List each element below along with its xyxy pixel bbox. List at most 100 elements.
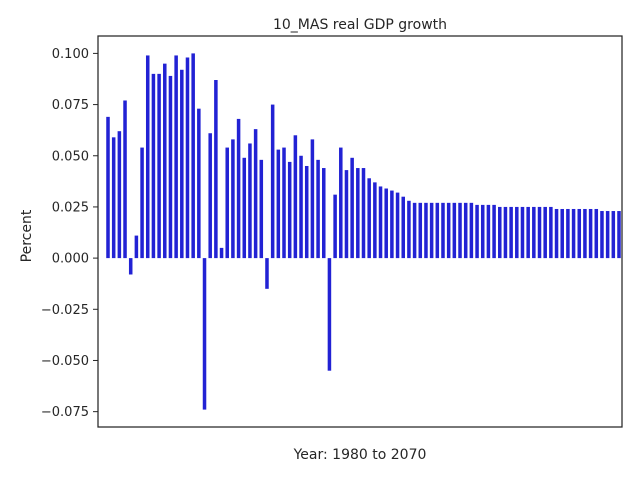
bar — [543, 206, 547, 259]
bar — [327, 258, 332, 371]
y-tick-label: 0.000 — [52, 252, 89, 267]
bar — [140, 147, 144, 259]
y-tick-label: −0.025 — [41, 303, 89, 318]
bar — [566, 208, 570, 259]
bar — [293, 135, 298, 259]
bar — [219, 247, 224, 259]
y-tick-label: 0.050 — [52, 149, 89, 164]
y-tick-label: −0.050 — [41, 354, 89, 369]
bar — [498, 206, 502, 259]
bar — [253, 129, 258, 259]
bar — [163, 63, 167, 259]
x-axis-label: Year: 1980 to 2070 — [293, 447, 427, 463]
bar — [475, 204, 479, 259]
bar — [554, 208, 559, 259]
y-axis-label: Percent — [19, 209, 35, 262]
bar — [174, 55, 178, 259]
bar — [276, 149, 281, 259]
bar — [469, 202, 474, 259]
bar — [429, 202, 434, 259]
y-axis-ticks: 0.100 0.075 0.050 0.025 0.000 −0.025 −0.050 −0.… — [41, 47, 98, 420]
bar — [350, 157, 354, 259]
bar — [304, 165, 309, 259]
bar — [151, 73, 156, 259]
bar — [134, 235, 139, 259]
bar — [197, 108, 201, 259]
bar — [214, 80, 218, 259]
bar — [588, 208, 593, 259]
bar — [106, 116, 110, 259]
bar — [157, 73, 161, 259]
bar — [401, 196, 405, 259]
bar — [435, 202, 440, 259]
bar — [344, 170, 349, 259]
bar — [458, 202, 462, 259]
bar — [384, 188, 388, 259]
bar — [123, 100, 127, 259]
bar — [202, 258, 207, 410]
bar — [407, 200, 411, 259]
bar — [310, 139, 315, 259]
bars-group — [106, 53, 621, 410]
bar — [509, 206, 513, 259]
bar — [333, 194, 337, 259]
bar — [225, 147, 229, 259]
bar — [446, 202, 451, 259]
bar — [259, 159, 264, 259]
bar — [594, 208, 599, 259]
bar — [339, 147, 343, 259]
bar — [378, 186, 383, 259]
plot-frame — [97, 35, 623, 428]
bar — [577, 208, 582, 259]
chart-title: 10_MAS real GDP growth — [273, 17, 447, 33]
bar — [236, 118, 241, 259]
bar — [492, 204, 496, 259]
bar — [316, 159, 320, 259]
bar — [287, 161, 292, 259]
bar — [452, 202, 457, 259]
bar — [322, 168, 326, 259]
bar — [395, 192, 400, 259]
bar — [549, 206, 553, 259]
bar — [503, 206, 508, 259]
bar — [111, 137, 116, 259]
bar — [145, 55, 150, 259]
bar — [265, 258, 269, 289]
bar — [605, 211, 610, 259]
bar — [617, 211, 621, 259]
bar — [242, 157, 247, 259]
bar — [299, 155, 303, 259]
bar — [520, 206, 525, 259]
bar — [537, 206, 542, 259]
bar — [128, 258, 133, 275]
bar — [441, 202, 445, 259]
bar — [583, 208, 587, 259]
bar — [373, 182, 377, 259]
bar — [526, 206, 530, 259]
bar — [571, 208, 576, 259]
bar — [463, 202, 468, 259]
y-tick-label: −0.075 — [41, 405, 89, 420]
bar — [600, 211, 604, 259]
bar — [208, 133, 212, 259]
bar — [185, 57, 190, 259]
bar — [532, 206, 536, 259]
bar — [168, 75, 173, 259]
bar — [361, 168, 366, 259]
bar — [231, 139, 235, 259]
y-tick-label: 0.075 — [52, 98, 89, 113]
bar — [412, 202, 417, 259]
bar — [270, 104, 275, 259]
bar — [117, 131, 122, 259]
bar — [486, 204, 491, 259]
bar — [356, 168, 360, 259]
y-tick-label: 0.100 — [52, 47, 89, 62]
bar — [515, 206, 519, 259]
y-tick-label: 0.025 — [52, 200, 89, 215]
bar — [248, 143, 252, 259]
bar — [367, 178, 371, 259]
bar — [560, 208, 564, 259]
bar — [418, 202, 423, 259]
bar — [424, 202, 428, 259]
